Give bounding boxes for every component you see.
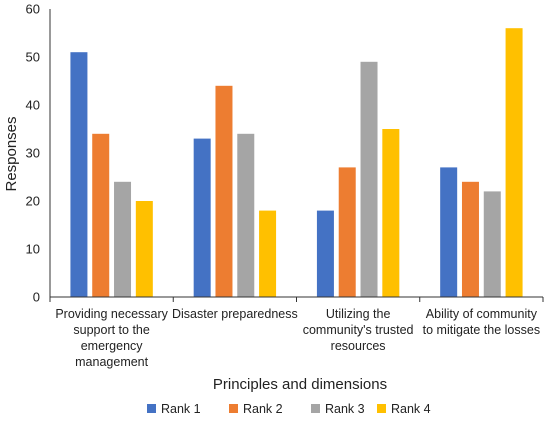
bar-rank-1 xyxy=(70,52,88,298)
legend-swatch xyxy=(229,404,238,413)
bar-rank-4 xyxy=(382,129,400,297)
category-label: Disaster preparedness xyxy=(172,307,298,321)
y-tick-label: 50 xyxy=(26,50,40,65)
y-tick-label: 20 xyxy=(26,194,40,209)
bar-rank-4 xyxy=(505,28,523,297)
bar-rank-2 xyxy=(338,167,356,297)
y-tick-label: 60 xyxy=(26,2,40,17)
bar-rank-1 xyxy=(440,167,458,297)
y-axis-title: Responses xyxy=(3,116,20,191)
bar-rank-3 xyxy=(483,191,501,297)
y-tick-label: 10 xyxy=(26,242,40,257)
y-tick-label: 30 xyxy=(26,146,40,161)
y-tick-label: 0 xyxy=(33,290,40,305)
bar-rank-2 xyxy=(92,133,110,297)
bar-rank-4 xyxy=(135,201,153,297)
bar-rank-2 xyxy=(215,85,233,297)
category-label: Providing necessary support to the emergen… xyxy=(55,307,168,369)
bar-rank-1 xyxy=(193,138,211,297)
bar-rank-3 xyxy=(360,61,378,297)
category-label: Utilizing the community's trusted resource… xyxy=(303,307,414,353)
category-label: Ability of community to mitigate the loss… xyxy=(423,307,540,337)
legend: Rank 1 Rank 2 Rank 3 Rank 4 xyxy=(147,402,431,416)
bar-rank-3 xyxy=(114,181,132,297)
x-axis-title: Principles and dimensions xyxy=(213,376,387,393)
legend-swatch xyxy=(311,404,320,413)
legend-swatch xyxy=(377,404,386,413)
legend-swatch xyxy=(147,404,156,413)
legend-label: Rank 4 xyxy=(391,402,431,416)
legend-label: Rank 1 xyxy=(161,402,201,416)
bar-rank-1 xyxy=(316,210,334,297)
y-tick-label: 40 xyxy=(26,98,40,113)
legend-label: Rank 2 xyxy=(243,402,283,416)
legend-label: Rank 3 xyxy=(325,402,365,416)
bar-rank-2 xyxy=(461,181,479,297)
bar-rank-4 xyxy=(259,210,277,297)
bar-rank-3 xyxy=(237,133,255,297)
